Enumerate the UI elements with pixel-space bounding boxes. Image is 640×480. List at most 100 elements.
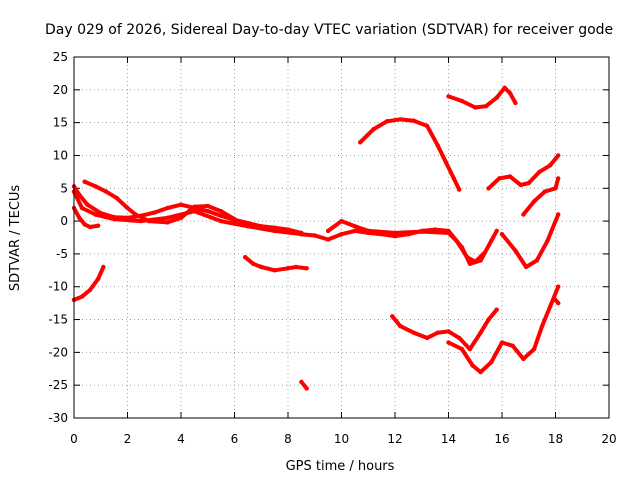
data-point (205, 209, 210, 214)
data-series (71, 85, 561, 391)
data-point (489, 360, 494, 365)
data-point (457, 187, 462, 192)
data-point (518, 182, 523, 188)
data-point (483, 104, 489, 109)
data-point (138, 218, 144, 224)
y-tick-label: -25 (48, 378, 68, 392)
y-tick-label: -30 (48, 411, 68, 425)
data-point (556, 176, 561, 181)
data-point (507, 90, 513, 96)
data-point (537, 169, 542, 175)
data-point (473, 105, 478, 110)
data-point (339, 218, 344, 224)
data-point (513, 248, 518, 253)
data-point (459, 346, 465, 352)
data-point (272, 228, 277, 234)
data-point (481, 251, 486, 257)
series-track-9 (326, 219, 486, 264)
data-point (539, 323, 545, 329)
data-point (392, 234, 398, 239)
x-tick-label: 2 (124, 432, 132, 446)
data-point (486, 186, 491, 191)
data-point (548, 304, 553, 309)
data-point (435, 143, 440, 148)
data-point (467, 261, 473, 266)
y-tick-label: 5 (60, 181, 68, 195)
y-tick-label: 15 (53, 116, 68, 130)
chart-title: Day 029 of 2026, Sidereal Day-to-day VTE… (45, 22, 613, 38)
data-point (499, 232, 505, 237)
data-point (478, 330, 483, 335)
series-track-14 (486, 153, 561, 191)
data-point (424, 335, 430, 341)
data-point (79, 294, 85, 299)
data-point (146, 218, 152, 224)
data-point (435, 330, 440, 335)
series-track-10 (358, 117, 462, 192)
data-point (352, 228, 358, 234)
data-point (526, 180, 531, 186)
data-point (443, 159, 448, 165)
data-point (478, 369, 483, 375)
data-point (366, 228, 371, 234)
x-tick-label: 16 (494, 432, 509, 446)
data-point (218, 209, 224, 214)
data-point (556, 284, 561, 289)
x-tick-label: 12 (387, 432, 402, 446)
series-track-16 (500, 212, 561, 269)
data-point (494, 307, 499, 312)
data-point (446, 329, 451, 334)
data-point (556, 300, 561, 306)
data-point (392, 230, 398, 236)
data-point (152, 210, 157, 215)
y-tick-label: 10 (53, 148, 68, 162)
data-point (470, 363, 475, 368)
data-point (87, 287, 93, 293)
y-tick-label: -10 (48, 280, 68, 294)
data-point (93, 212, 98, 217)
series-track-13 (446, 85, 518, 110)
data-point (521, 356, 526, 362)
x-tick-label: 4 (177, 432, 185, 446)
data-point (502, 85, 507, 91)
data-point (95, 223, 101, 228)
data-point (82, 179, 87, 184)
y-tick-label: 25 (53, 50, 68, 64)
data-point (556, 153, 561, 158)
data-point (531, 199, 537, 204)
data-point (133, 212, 138, 217)
data-point (507, 174, 513, 179)
data-point (497, 176, 502, 181)
data-point (243, 255, 248, 260)
y-axis-ticks: 25 20 15 10 5 0 -5 -10 -15 -20 -25 -30 (48, 50, 609, 425)
grid-lines (73, 56, 610, 419)
data-point (178, 215, 184, 220)
data-point (352, 224, 358, 229)
x-tick-label: 14 (441, 432, 456, 446)
data-point (232, 216, 237, 222)
data-point (467, 346, 473, 352)
data-point (358, 140, 363, 145)
data-point (111, 216, 117, 222)
series-track-12 (446, 284, 561, 375)
data-point (87, 224, 93, 230)
series-track-5 (72, 265, 106, 302)
data-point (459, 98, 465, 104)
data-point (205, 203, 210, 209)
data-point (499, 340, 505, 345)
data-point (165, 215, 170, 220)
data-point (85, 202, 90, 207)
data-point (95, 276, 101, 282)
data-point (114, 195, 120, 201)
plot-frame (73, 56, 610, 419)
data-point (304, 386, 309, 391)
data-point (79, 205, 85, 211)
data-point (299, 379, 304, 385)
data-point (545, 238, 550, 243)
x-tick-label: 18 (548, 432, 563, 446)
x-tick-label: 0 (70, 432, 78, 446)
data-point (304, 266, 309, 271)
data-point (465, 255, 470, 260)
y-tick-label: -15 (48, 313, 68, 327)
data-point (411, 118, 416, 123)
